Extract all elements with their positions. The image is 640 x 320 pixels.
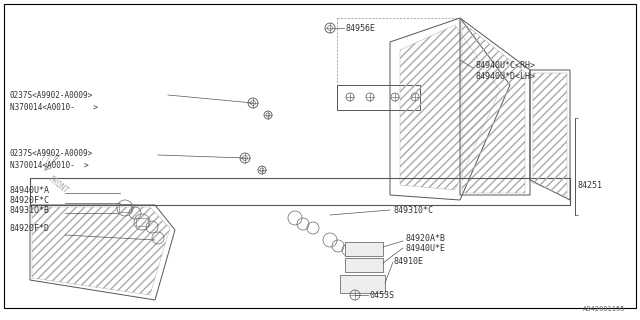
- Text: 84251: 84251: [578, 180, 603, 189]
- Text: 84931O*B: 84931O*B: [10, 205, 50, 214]
- Text: 0237S<A9902-A0009>: 0237S<A9902-A0009>: [10, 91, 93, 100]
- Text: N370014<A0010-    >: N370014<A0010- >: [10, 102, 98, 111]
- Text: FRONT: FRONT: [46, 174, 70, 196]
- Text: 0453S: 0453S: [370, 291, 395, 300]
- Text: A842001155: A842001155: [582, 306, 625, 312]
- Text: 0237S<A9902-A0009>: 0237S<A9902-A0009>: [10, 148, 93, 157]
- Bar: [345, 258, 383, 272]
- Text: N370014<A0010-  >: N370014<A0010- >: [10, 161, 88, 170]
- Text: 84910E: 84910E: [393, 258, 423, 267]
- Bar: [340, 275, 385, 293]
- Text: 84920F*D: 84920F*D: [10, 223, 50, 233]
- Text: 84920A*B: 84920A*B: [405, 234, 445, 243]
- Bar: [136, 218, 148, 226]
- Text: 84940U*C<RH>: 84940U*C<RH>: [475, 60, 535, 69]
- Text: 849310*C: 849310*C: [393, 205, 433, 214]
- Text: 84920F*C: 84920F*C: [10, 196, 50, 204]
- Text: 84956E: 84956E: [346, 23, 376, 33]
- Text: 84940U*E: 84940U*E: [405, 244, 445, 252]
- Text: 84940U*A: 84940U*A: [10, 186, 50, 195]
- Bar: [345, 242, 383, 256]
- Text: 84940U*D<LH>: 84940U*D<LH>: [475, 71, 535, 81]
- Bar: [119, 204, 131, 212]
